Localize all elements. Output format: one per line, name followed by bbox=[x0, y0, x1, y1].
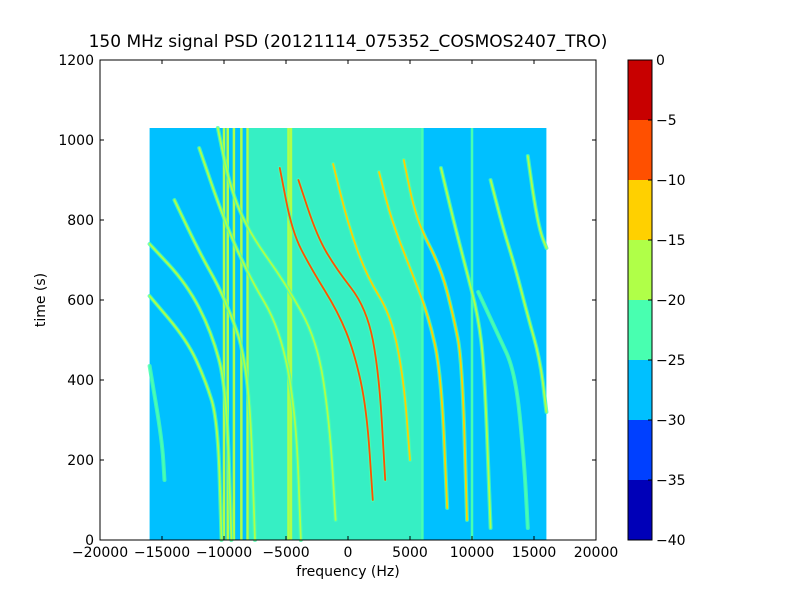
x-tick-label: 15000 bbox=[512, 545, 557, 561]
signal-track-2 bbox=[148, 365, 166, 481]
colorbar-tick-label: −40 bbox=[656, 533, 686, 549]
signal-track-0 bbox=[148, 243, 233, 541]
x-tick-label: −10000 bbox=[196, 545, 252, 561]
x-axis-label: frequency (Hz) bbox=[296, 564, 399, 580]
y-axis: 0 200 400 600 800 1000 1200 bbox=[58, 53, 596, 549]
colorbar-segment bbox=[628, 360, 652, 420]
colorbar-tick-label: −25 bbox=[656, 353, 686, 369]
plot-area bbox=[147, 126, 549, 542]
signal-track-5 bbox=[216, 127, 337, 521]
y-axis-label: time (s) bbox=[33, 273, 49, 327]
colorbar: 0 −5 −10 −15 −20 −25 −30 −35 −40 bbox=[627, 53, 686, 549]
colorbar-segment bbox=[628, 480, 652, 540]
y-tick-label: 800 bbox=[67, 213, 94, 229]
colorbar-segment bbox=[628, 420, 652, 480]
signal-track-11 bbox=[440, 167, 492, 529]
colorbar-segment bbox=[628, 60, 652, 120]
signal-track-9 bbox=[378, 171, 449, 509]
signal-track-12 bbox=[489, 179, 548, 413]
x-tick-label: 0 bbox=[344, 545, 353, 561]
x-axis: −20000 −15000 −10000 −5000 0 5000 10000 15000 20… bbox=[72, 60, 618, 561]
colorbar-tick-label: −30 bbox=[656, 413, 686, 429]
y-tick-label: 1200 bbox=[58, 53, 94, 69]
signal-track-3 bbox=[173, 199, 256, 541]
x-tick-label: −20000 bbox=[72, 545, 128, 561]
signal-track-4 bbox=[198, 147, 302, 541]
colorbar-tick-label: −15 bbox=[656, 233, 686, 249]
colorbar-tick-label: −20 bbox=[656, 293, 686, 309]
signal-track-10 bbox=[402, 159, 468, 521]
y-tick-label: 0 bbox=[85, 533, 94, 549]
x-tick-label: −15000 bbox=[134, 545, 190, 561]
y-tick-label: 600 bbox=[67, 293, 94, 309]
colorbar-tick-label: −35 bbox=[656, 473, 686, 489]
signal-track-7 bbox=[297, 179, 387, 481]
signal-track-6 bbox=[278, 167, 374, 501]
signal-track-13 bbox=[526, 155, 548, 249]
x-tick-label: 5000 bbox=[392, 545, 428, 561]
chart-title: 150 MHz signal PSD (20121114_075352_COSM… bbox=[89, 32, 608, 52]
colorbar-tick-label: −10 bbox=[656, 173, 686, 189]
y-tick-label: 1000 bbox=[58, 133, 94, 149]
colorbar-segment bbox=[628, 240, 652, 300]
x-tick-label: 10000 bbox=[450, 545, 495, 561]
signal-track-1 bbox=[148, 295, 223, 541]
colorbar-tick-label: 0 bbox=[656, 53, 665, 69]
x-tick-label: 20000 bbox=[574, 545, 619, 561]
colorbar-segment bbox=[628, 300, 652, 360]
y-tick-label: 200 bbox=[67, 453, 94, 469]
x-tick-label: −5000 bbox=[262, 545, 309, 561]
signal-track-14 bbox=[477, 291, 529, 529]
y-tick-label: 400 bbox=[67, 373, 94, 389]
signal-track-8 bbox=[332, 163, 411, 461]
colorbar-segment bbox=[628, 120, 652, 180]
colorbar-segment bbox=[628, 180, 652, 240]
colorbar-tick-label: −5 bbox=[656, 113, 677, 129]
